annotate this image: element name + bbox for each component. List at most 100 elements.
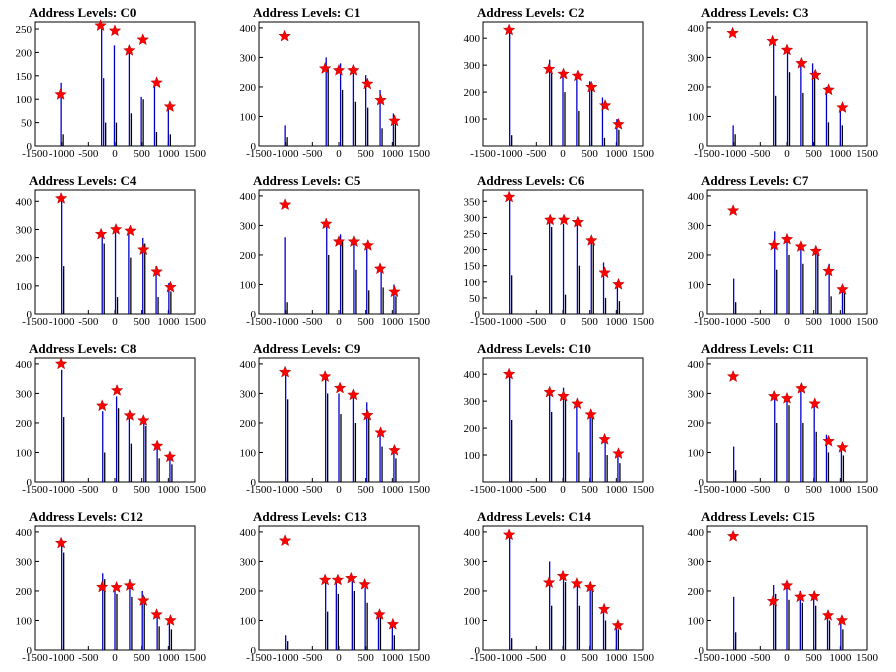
peak-marker <box>124 224 137 237</box>
x-tick-label: 1500 <box>632 484 655 496</box>
y-tick-label: 100 <box>688 279 705 291</box>
peak-marker <box>502 367 516 380</box>
peak-marker <box>318 370 332 382</box>
y-tick-label: 300 <box>464 60 481 72</box>
y-tick-label: 300 <box>688 52 705 64</box>
peak-marker <box>54 357 68 370</box>
x-tick-label: 500 <box>805 316 822 328</box>
peak-marker <box>361 408 374 421</box>
x-tick-label: 1000 <box>829 484 852 496</box>
y-tick-label: 100 <box>16 281 33 293</box>
peak-marker <box>278 29 291 42</box>
peak-marker <box>137 594 150 606</box>
chart-panel: Address Levels: C5 0 100 200 300 400 -1500 -100… <box>240 173 431 328</box>
x-tick-label: -500 <box>78 652 99 664</box>
x-tick-label: -1500 <box>22 148 48 160</box>
y-tick-label: 400 <box>688 359 705 371</box>
y-tick-label: 300 <box>688 556 705 568</box>
x-tick-label: 500 <box>133 484 150 496</box>
peak-marker <box>388 443 401 456</box>
peak-marker <box>373 262 387 275</box>
x-tick-label: 0 <box>560 316 566 328</box>
peak-marker <box>542 62 556 75</box>
y-tick-label: 100 <box>688 615 705 627</box>
y-tick-label: 400 <box>240 527 257 539</box>
peak-marker <box>374 93 387 106</box>
x-tick-label: 1000 <box>157 316 180 328</box>
peak-marker <box>726 529 740 542</box>
y-tick-label: 0 <box>251 309 257 321</box>
y-tick-label: 200 <box>464 423 481 435</box>
peak-marker <box>502 23 516 36</box>
x-tick-label: 0 <box>336 316 342 328</box>
peak-marker <box>767 389 781 402</box>
x-tick-label: 1000 <box>605 316 628 328</box>
x-tick-label: -1500 <box>694 484 720 496</box>
chart-title: Address Levels: C15 <box>701 509 815 524</box>
peak-marker <box>136 33 149 46</box>
chart-title: Address Levels: C10 <box>477 341 591 356</box>
chart-title: Address Levels: C3 <box>701 5 809 20</box>
x-tick-label: -1500 <box>470 652 496 664</box>
x-tick-label: -500 <box>750 316 771 328</box>
peak-marker <box>583 580 597 593</box>
chart-title: Address Levels: C7 <box>701 173 809 188</box>
peak-marker <box>794 240 808 252</box>
x-tick-label: -500 <box>526 652 547 664</box>
peak-marker <box>150 76 163 89</box>
peak-marker <box>137 243 150 256</box>
chart-title: Address Levels: C5 <box>253 173 361 188</box>
y-tick-label: 200 <box>16 253 33 265</box>
y-tick-label: 0 <box>475 645 481 657</box>
x-tick-label: 1500 <box>856 484 879 496</box>
peak-marker <box>585 234 598 246</box>
x-tick-label: 500 <box>357 484 374 496</box>
chart-title: Address Levels: C0 <box>29 5 136 20</box>
peak-marker <box>795 56 808 69</box>
x-tick-label: -500 <box>78 316 99 328</box>
y-tick-label: 400 <box>688 191 705 203</box>
peak-marker <box>543 385 556 398</box>
x-tick-label: 0 <box>112 148 118 160</box>
x-tick-label: -1500 <box>246 148 272 160</box>
y-tick-label: 50 <box>469 293 481 305</box>
peak-marker <box>163 100 177 112</box>
peak-marker <box>502 528 516 541</box>
y-tick-label: 300 <box>464 556 481 568</box>
x-tick-label: 1500 <box>408 484 431 496</box>
x-tick-label: -1500 <box>470 484 496 496</box>
x-tick-label: -1000 <box>49 652 75 664</box>
x-tick-label: 500 <box>357 652 374 664</box>
x-tick-label: -1000 <box>273 148 299 160</box>
y-tick-label: 150 <box>16 71 33 83</box>
x-tick-label: 1500 <box>632 316 655 328</box>
x-tick-label: 500 <box>805 148 822 160</box>
x-tick-label: -1500 <box>246 484 272 496</box>
peak-marker <box>150 608 163 620</box>
peak-marker <box>557 389 570 402</box>
x-tick-label: 0 <box>784 484 790 496</box>
peak-marker <box>808 397 821 410</box>
peak-marker <box>347 388 360 401</box>
y-tick-label: 400 <box>688 23 705 35</box>
y-tick-label: 400 <box>240 191 257 203</box>
y-tick-label: 350 <box>464 196 481 208</box>
peak-marker <box>54 87 67 100</box>
y-tick-label: 100 <box>688 111 705 123</box>
x-tick-label: 0 <box>336 148 342 160</box>
chart-panel: Address Levels: C13 0 100 200 300 400 -1500 -10… <box>240 509 431 664</box>
y-tick-label: 0 <box>251 645 257 657</box>
x-tick-label: -500 <box>78 148 99 160</box>
x-tick-label: 0 <box>560 484 566 496</box>
chart-title: Address Levels: C1 <box>253 5 360 20</box>
peak-marker <box>794 590 807 603</box>
x-tick-label: 0 <box>336 484 342 496</box>
x-tick-label: -500 <box>302 316 323 328</box>
y-tick-label: 0 <box>27 141 33 153</box>
peak-marker <box>502 190 516 203</box>
y-tick-label: 100 <box>464 450 481 462</box>
peak-marker <box>780 232 794 245</box>
chart-panel: Address Levels: C9 0 100 200 300 400 -1500 -100… <box>240 341 431 496</box>
x-tick-label: -1000 <box>273 652 299 664</box>
